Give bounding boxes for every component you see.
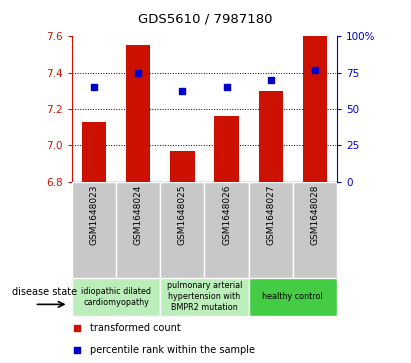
Bar (303, 36, 327, 182)
Point (268, 77, 274, 83)
Text: GSM1648026: GSM1648026 (222, 184, 231, 245)
Text: disease state: disease state (12, 287, 77, 297)
Point (135, 70, 141, 76)
Bar (205, 182, 249, 278)
Bar (82, 122, 106, 182)
Text: percentile rank within the sample: percentile rank within the sample (90, 345, 256, 355)
Point (91, 84, 97, 90)
Point (179, 89, 186, 94)
Bar (116, 182, 160, 278)
Text: GDS5610 / 7987180: GDS5610 / 7987180 (138, 13, 273, 26)
Text: healthy control: healthy control (263, 292, 323, 301)
Text: GSM1648023: GSM1648023 (90, 184, 99, 245)
Text: idiopathic dilated
cardiomyopathy: idiopathic dilated cardiomyopathy (81, 287, 151, 307)
Bar (249, 278, 337, 316)
Point (223, 84, 230, 90)
Text: transformed count: transformed count (90, 323, 181, 333)
Text: GSM1648027: GSM1648027 (266, 184, 275, 245)
Bar (215, 116, 239, 182)
Bar (126, 45, 150, 182)
Point (312, 67, 318, 73)
Bar (72, 278, 160, 316)
Text: GSM1648024: GSM1648024 (134, 184, 143, 245)
Bar (293, 182, 337, 278)
Text: GSM1648028: GSM1648028 (310, 184, 319, 245)
Bar (170, 151, 194, 182)
Bar (160, 278, 249, 316)
Bar (249, 182, 293, 278)
Bar (160, 182, 205, 278)
Bar (72, 182, 116, 278)
Text: pulmonary arterial
hypertension with
BMPR2 mutation: pulmonary arterial hypertension with BMP… (167, 281, 242, 312)
Point (74, 325, 81, 331)
Bar (259, 91, 283, 182)
Text: GSM1648025: GSM1648025 (178, 184, 187, 245)
Point (74, 347, 81, 353)
